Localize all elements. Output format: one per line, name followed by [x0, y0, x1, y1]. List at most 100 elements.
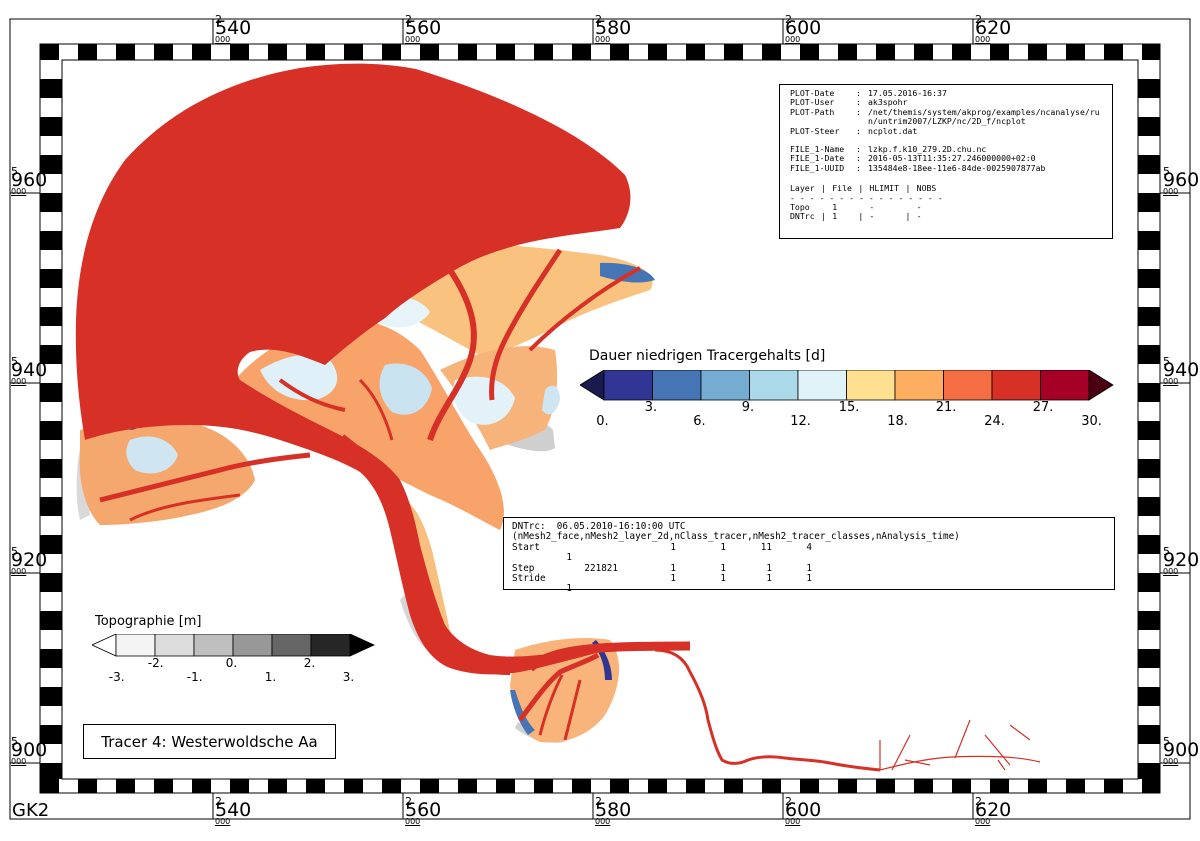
tick-suffix: 000 — [11, 377, 27, 386]
tick-suffix: 000 — [215, 817, 231, 826]
checker-cell — [40, 611, 62, 630]
dnt-row-value: 1 — [766, 573, 772, 585]
info-row: FILE_1-Name: lzkp.f.k10_279.2D.chu.nc — [790, 144, 1112, 154]
tick-exponent: 5 — [11, 545, 18, 558]
colorbar-segment — [749, 370, 799, 401]
layer-table-cell: 1 — [832, 211, 838, 222]
checker-cell — [1138, 497, 1160, 516]
checker-cell — [1028, 44, 1047, 60]
checker-cell — [1138, 231, 1160, 250]
tick-suffix: 000 — [215, 35, 231, 44]
info-row: FILE_1-UUID:135484e8-18ee-11e6-84de-0025… — [790, 163, 1112, 173]
layer-table-cell: | — [905, 211, 911, 222]
checker-cell — [192, 44, 211, 60]
checker-cell — [1138, 269, 1160, 288]
info-row: FILE_1-Date:2016-05-13T11:35:27.24600000… — [790, 154, 1112, 164]
checker-cell — [952, 779, 971, 793]
colorbar-label: 6. — [693, 414, 706, 429]
checker-cell — [154, 44, 173, 60]
checker-cell — [572, 44, 591, 60]
colorbar-label: 30. — [1081, 414, 1102, 429]
colorbar-over-arrow — [1088, 370, 1114, 401]
colorbar-segment — [310, 634, 351, 657]
tick-exponent: 2 — [595, 13, 602, 26]
layer-table: Layer | File | HLIMIT | NOBS - - - - - - - - -… — [790, 183, 943, 222]
light-flat — [453, 376, 515, 425]
info-colon: : — [856, 97, 861, 108]
checker-cell — [1138, 725, 1160, 744]
checker-cell — [40, 44, 59, 60]
tick-exponent: 2 — [595, 795, 602, 808]
tick-value: 600 — [785, 799, 822, 821]
dnt-row: Stride 1 1 1 1 1 — [512, 573, 1114, 595]
light-flat — [126, 436, 178, 474]
colorbar-segment — [652, 370, 702, 401]
checker-cell — [838, 44, 857, 60]
deep-edge — [600, 262, 655, 283]
checker-cell — [1138, 117, 1160, 136]
dnt-row-value: 1 — [806, 562, 812, 574]
checker-cell — [1142, 779, 1160, 793]
checker-cell — [1138, 649, 1160, 668]
checker-cell — [40, 307, 62, 326]
checker-cell — [762, 779, 781, 793]
checker-cell — [306, 779, 325, 793]
tick-value: 540 — [215, 799, 252, 821]
checker-cell — [40, 535, 62, 554]
info-colon: : — [856, 106, 861, 117]
dnt-row-value: 1 — [720, 541, 726, 553]
layer-table-cell: 1 — [832, 202, 838, 213]
checker-cell — [78, 44, 97, 60]
colorbar-label: 21. — [935, 400, 957, 415]
checker-cell — [40, 269, 62, 288]
colorbar-label: 18. — [887, 414, 908, 429]
tidal-channel — [335, 434, 511, 675]
checker-cell — [1138, 383, 1160, 402]
plot-info-box: PLOT-Date:17.05.2016-16:37 PLOT-User: ak3s… — [779, 84, 1113, 239]
dnt-row-value: 1 — [720, 562, 726, 574]
tick-suffix: 000 — [1163, 377, 1179, 386]
checker-cell — [762, 44, 781, 60]
light-flat — [260, 354, 338, 401]
topo-colorbar-title: Topographie [m] — [95, 614, 202, 629]
river — [654, 648, 881, 772]
tidal-channel — [527, 641, 691, 672]
info-key: PLOT-Date — [790, 88, 835, 98]
colorbar-label: 3. — [644, 400, 658, 415]
checker-cell — [610, 779, 629, 793]
tick-exponent: 2 — [215, 13, 222, 26]
dnt-row-value: 1 — [670, 573, 676, 585]
colorbar-segment — [603, 370, 653, 401]
dnt-row-value: 1 — [566, 552, 572, 564]
colorbar-label: -3. — [108, 670, 125, 684]
colorbar-label: 12. — [790, 414, 811, 429]
colorbar-over-arrow — [349, 634, 375, 657]
checker-cell — [990, 779, 1009, 793]
tick-value: 920 — [1163, 549, 1200, 571]
dnt-row-value: 11 — [760, 541, 772, 553]
mudflat-area — [79, 420, 255, 525]
grid-system-label: GK2 — [12, 800, 50, 821]
checker-cell — [686, 44, 705, 60]
tidal-channel — [278, 378, 346, 412]
colorbar-under-arrow — [580, 370, 605, 401]
colorbar-segment — [991, 370, 1041, 401]
colorbar-label: 27. — [1032, 400, 1054, 415]
tidal-channel — [99, 452, 311, 503]
dnt-row: Start 1 1 11 4 1 — [512, 541, 1114, 564]
checker-cell — [1138, 763, 1160, 779]
checker-cell — [40, 725, 62, 744]
checker-cell — [40, 383, 62, 402]
tick-exponent: 2 — [975, 795, 982, 808]
checker-cell — [1104, 44, 1123, 60]
deep-edge — [592, 640, 612, 680]
dnt-row-value: 1 — [806, 573, 812, 585]
checker-cell — [344, 779, 363, 793]
tick-suffix: 000 — [11, 187, 27, 196]
checker-cell — [1138, 79, 1160, 98]
checker-cell — [382, 44, 401, 60]
checker-cell — [1066, 44, 1085, 60]
tick-exponent: 2 — [405, 795, 412, 808]
checker-cell — [952, 44, 971, 60]
checker-cell — [40, 763, 62, 779]
